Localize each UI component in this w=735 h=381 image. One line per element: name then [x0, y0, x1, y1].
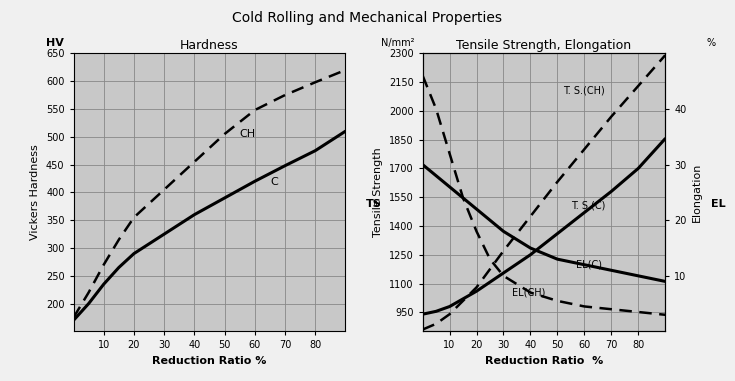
Y-axis label: Vickers Hardness: Vickers Hardness [30, 144, 40, 240]
Text: CH: CH [240, 129, 256, 139]
Text: N/mm²: N/mm² [381, 38, 415, 48]
Text: HV: HV [46, 38, 64, 48]
Text: TS: TS [366, 199, 382, 208]
Text: C: C [270, 177, 278, 187]
X-axis label: Reduction Ratio %: Reduction Ratio % [152, 356, 267, 366]
Text: Cold Rolling and Mechanical Properties: Cold Rolling and Mechanical Properties [232, 11, 503, 26]
Text: T. S.(CH): T. S.(CH) [563, 86, 604, 96]
Text: EL(CH): EL(CH) [512, 287, 545, 297]
Text: %: % [706, 38, 716, 48]
Y-axis label: Tensile Strength: Tensile Strength [373, 147, 383, 237]
Text: T. S.(C): T. S.(C) [571, 201, 605, 211]
Y-axis label: Elongation: Elongation [692, 163, 702, 222]
X-axis label: Reduction Ratio  %: Reduction Ratio % [485, 356, 603, 366]
Title: Tensile Strength, Elongation: Tensile Strength, Elongation [456, 39, 631, 52]
Text: EL: EL [711, 199, 726, 208]
Title: Hardness: Hardness [180, 39, 239, 52]
Text: EL(C): EL(C) [576, 259, 602, 269]
